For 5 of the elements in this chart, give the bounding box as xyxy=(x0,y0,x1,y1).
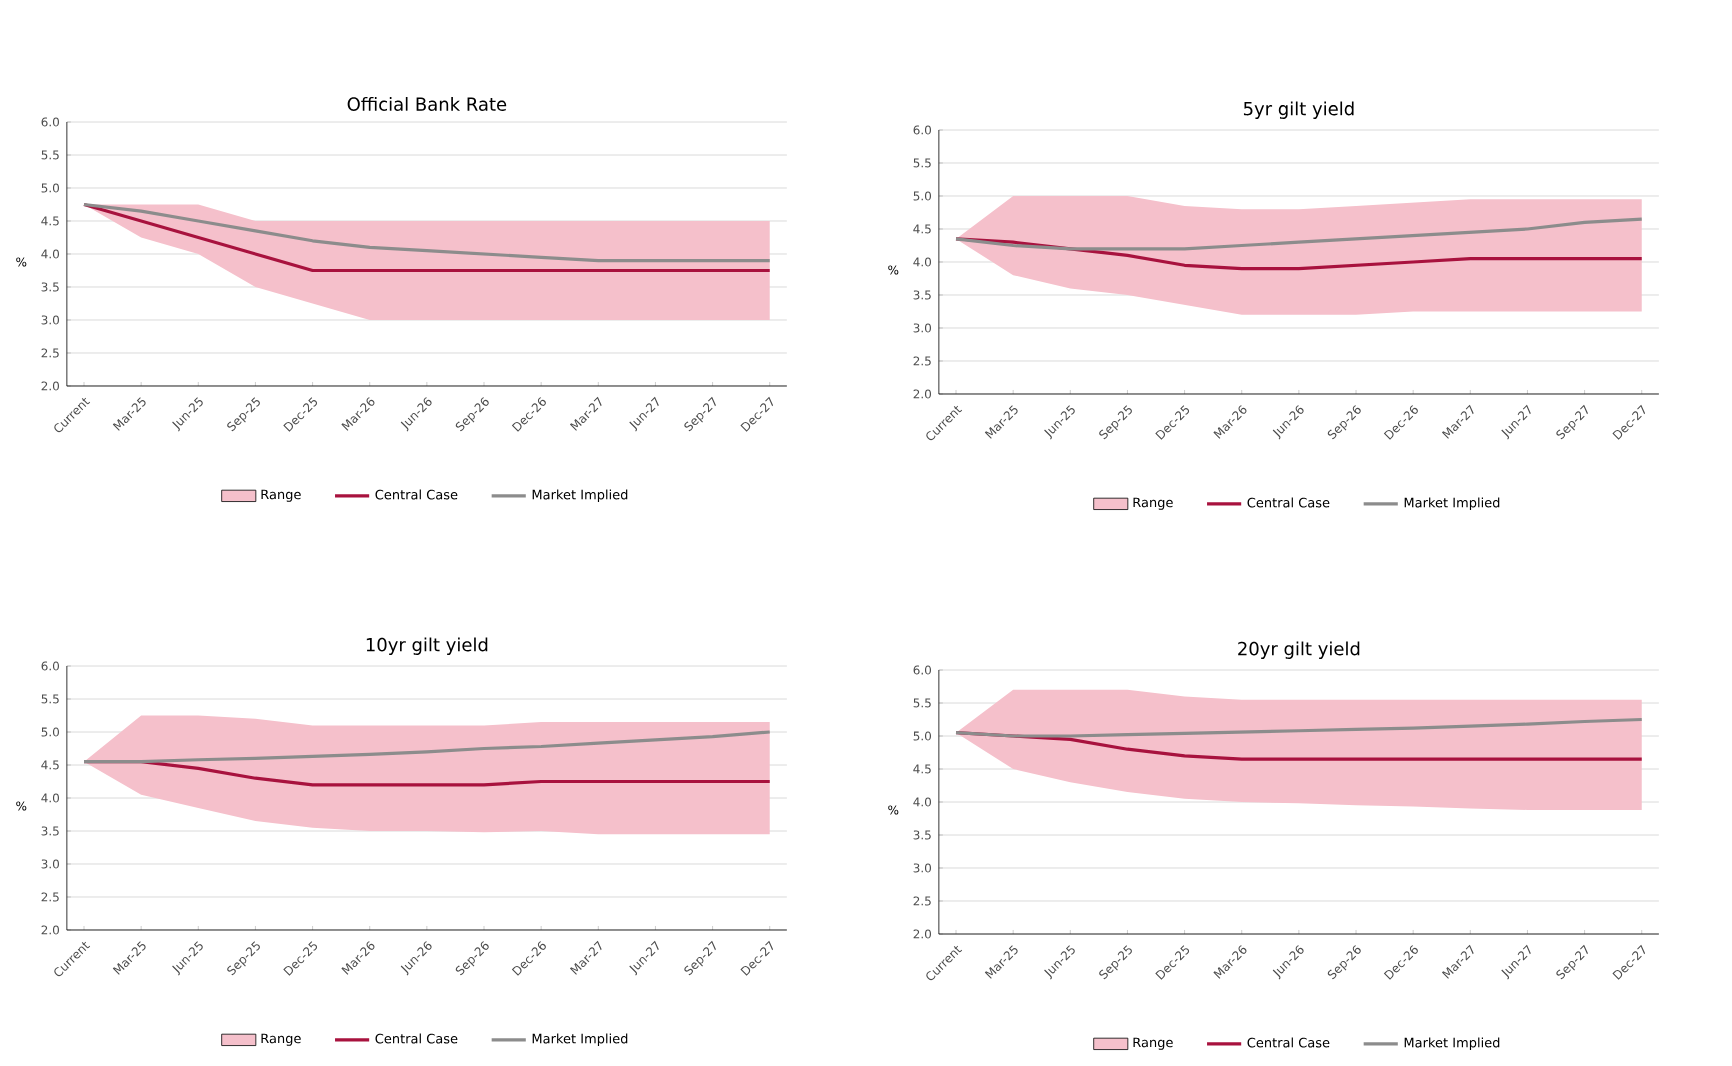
chart-title: 20yr gilt yield xyxy=(1238,641,1360,659)
chart-title: 10yr gilt yield xyxy=(366,637,488,655)
chart-title: Official Bank Rate xyxy=(347,97,507,111)
chart-title: 5yr gilt yield xyxy=(1243,101,1354,119)
line-series xyxy=(82,730,772,764)
